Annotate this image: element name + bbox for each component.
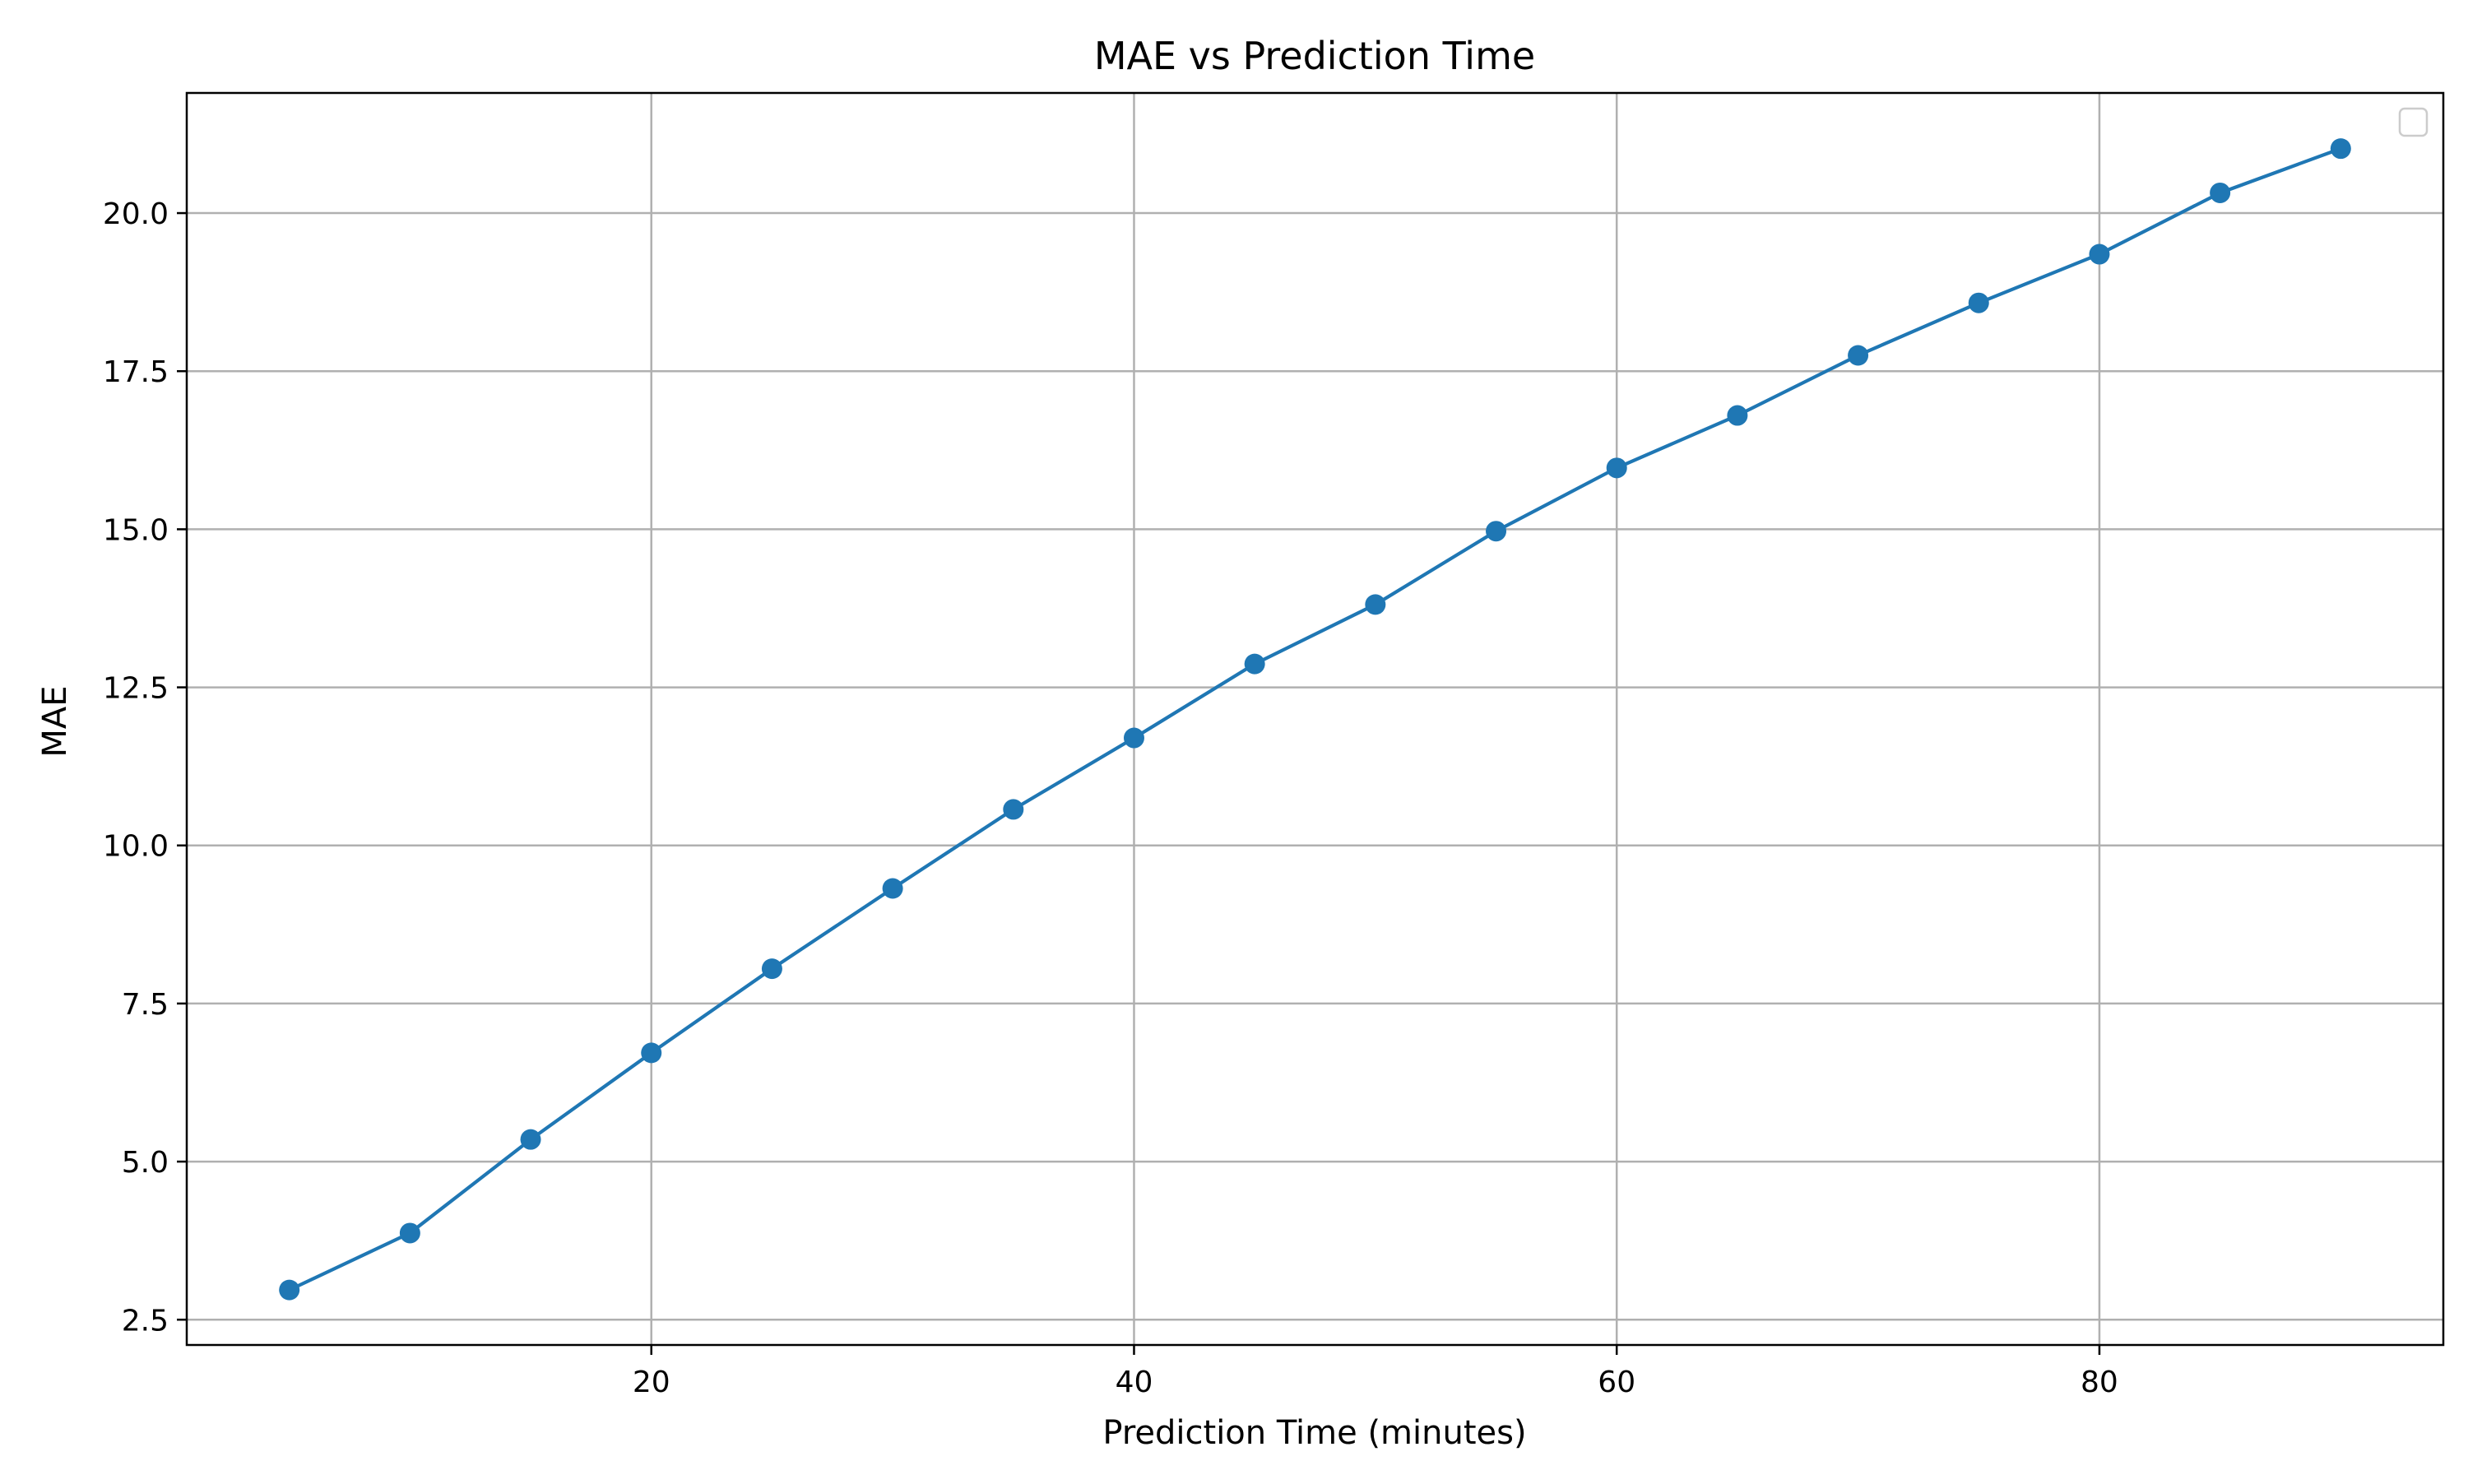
data-point <box>2330 138 2351 160</box>
data-point <box>520 1129 541 1150</box>
series-layer <box>279 138 2351 1301</box>
legend-box <box>2398 107 2429 137</box>
data-point <box>882 878 903 899</box>
y-tick-label: 20.0 <box>103 197 169 231</box>
y-tick-label: 10.0 <box>103 830 169 864</box>
data-point <box>1606 457 1627 479</box>
data-point <box>641 1042 662 1064</box>
chart-title: MAE vs Prediction Time <box>1094 34 1535 78</box>
plot-frame <box>185 91 2445 1347</box>
x-tick-label: 80 <box>2081 1366 2118 1399</box>
data-point <box>1244 653 1265 675</box>
data-point <box>2210 182 2231 203</box>
data-point <box>761 958 782 980</box>
x-axis-label: Prediction Time (minutes) <box>1102 1414 1526 1452</box>
data-point <box>1365 594 1386 615</box>
data-point <box>1486 521 1507 542</box>
data-point <box>1968 292 1989 313</box>
y-axis: 2.5 5.0 7.5 10.0 12.5 15.0 17.5 20.0 <box>103 197 187 1338</box>
x-axis: 20 40 60 80 <box>633 1345 2118 1399</box>
x-tick-label: 60 <box>1598 1366 1635 1399</box>
y-tick-label: 2.5 <box>122 1304 169 1338</box>
y-axis-label: MAE <box>36 685 74 757</box>
data-point <box>1727 405 1748 426</box>
series-line <box>288 146 2342 1292</box>
data-point <box>399 1222 420 1244</box>
x-tick-label: 20 <box>633 1366 670 1399</box>
data-point <box>279 1279 300 1301</box>
x-tick-label: 40 <box>1116 1366 1153 1399</box>
y-tick-label: 7.5 <box>122 988 169 1022</box>
y-tick-label: 12.5 <box>103 672 169 706</box>
y-tick-label: 5.0 <box>122 1146 169 1180</box>
data-point <box>2089 243 2110 265</box>
y-tick-label: 17.5 <box>103 355 169 389</box>
data-point <box>1123 727 1144 749</box>
y-tick-label: 15.0 <box>103 513 169 547</box>
data-point <box>1848 345 1869 366</box>
data-point <box>1003 799 1024 820</box>
grid <box>187 93 2443 1345</box>
